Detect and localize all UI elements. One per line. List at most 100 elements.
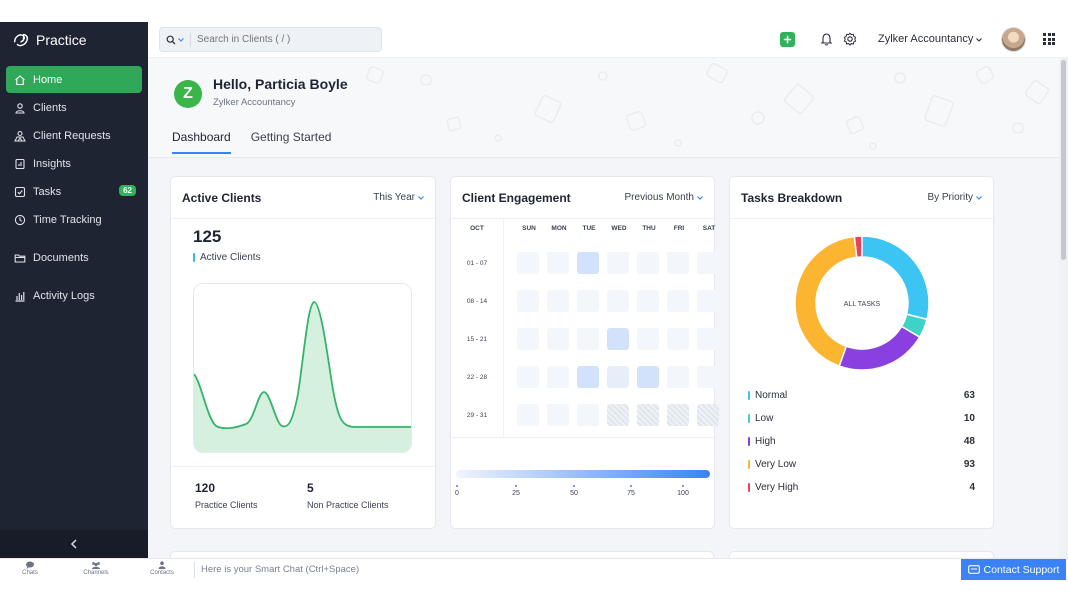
heatmap-cell[interactable] (697, 366, 719, 388)
contact-support-button[interactable]: Contact Support (961, 559, 1066, 580)
collapse-sidebar-button[interactable] (0, 530, 148, 558)
plus-icon (783, 35, 792, 44)
heatmap-cell[interactable] (607, 328, 629, 350)
user-icon (15, 103, 25, 114)
channels-button[interactable]: Channels (76, 561, 116, 576)
brand[interactable]: Practice (0, 22, 148, 58)
sidebar-item-label: Clients (33, 102, 67, 114)
sidebar-item-client-requests[interactable]: Client Requests (6, 123, 142, 149)
heatmap-cell[interactable] (517, 290, 539, 312)
heatmap-cell[interactable] (577, 366, 599, 388)
heatmap-cell[interactable] (577, 252, 599, 274)
search-input[interactable] (197, 34, 367, 45)
donut-slice[interactable] (794, 235, 858, 367)
sidebar-item-clients[interactable]: Clients (6, 95, 142, 121)
dropdown-value: This Year (373, 192, 415, 203)
heatmap-cell[interactable] (607, 290, 629, 312)
chevron-down-icon (976, 38, 983, 42)
heatmap-cell[interactable] (637, 290, 659, 312)
sidebar-item-insights[interactable]: Insights (6, 151, 142, 177)
donut-slice[interactable] (838, 325, 921, 371)
vertical-scrollbar[interactable] (1059, 58, 1068, 558)
user-avatar[interactable] (1001, 27, 1026, 52)
heatmap-cell[interactable] (517, 366, 539, 388)
legend-marker (748, 391, 750, 400)
heatmap-cell[interactable] (547, 366, 569, 388)
practice-clients-stat: 120 Practice Clients (195, 481, 258, 510)
donut-slice[interactable] (861, 235, 930, 321)
heatmap-cell[interactable] (637, 252, 659, 274)
active-clients-period-dropdown[interactable]: This Year (373, 192, 424, 203)
heatmap-cell[interactable] (547, 328, 569, 350)
heatmap-cell[interactable] (577, 404, 599, 426)
tab-dashboard[interactable]: Dashboard (172, 130, 231, 154)
heatmap-cell[interactable] (697, 328, 719, 350)
contacts-button[interactable]: Contacts (142, 561, 182, 576)
heatmap-cell[interactable] (517, 252, 539, 274)
heatmap-cell[interactable] (517, 328, 539, 350)
quick-create-button[interactable] (780, 32, 795, 47)
sidebar-item-tasks[interactable]: Tasks 62 (6, 179, 142, 205)
scrollbar-thumb[interactable] (1061, 60, 1066, 260)
heatmap-cell[interactable] (667, 366, 689, 388)
tasks-breakdown-card: Tasks Breakdown By Priority ALL TASKS No… (729, 176, 994, 529)
heatmap-cell[interactable] (517, 404, 539, 426)
tasks-grouping-dropdown[interactable]: By Priority (927, 192, 982, 203)
donut-slice[interactable] (900, 313, 928, 339)
tab-getting-started[interactable]: Getting Started (250, 130, 332, 144)
heatmap-cell[interactable] (697, 404, 719, 426)
legend-marker (748, 460, 750, 469)
search-bar (159, 27, 382, 52)
app-launcher-grid-icon[interactable] (1043, 33, 1055, 45)
insights-icon (15, 158, 25, 170)
legend-item-name: Low (748, 413, 773, 424)
active-clients-trend-chart (193, 283, 412, 453)
trend-line-chart (194, 301, 411, 452)
divider (194, 562, 195, 578)
legend-item[interactable]: Low 10 (748, 407, 975, 430)
checkbox-icon (14, 186, 26, 198)
legend-item-name: Normal (748, 390, 787, 401)
heatmap-cell[interactable] (667, 290, 689, 312)
heatmap-cell[interactable] (577, 328, 599, 350)
sidebar-item-home[interactable]: Home (6, 66, 142, 93)
lower-card (170, 551, 714, 558)
legend-item[interactable]: Very Low 93 (748, 453, 975, 476)
sidebar-item-time-tracking[interactable]: Time Tracking (6, 207, 142, 233)
legend-item[interactable]: High 48 (748, 430, 975, 453)
heatmap-day-label: SUN (522, 225, 536, 232)
scale-tick-label: 0 (447, 485, 467, 497)
organization-switcher[interactable]: Zylker Accountancy (878, 33, 983, 45)
heatmap-cell[interactable] (697, 290, 719, 312)
heatmap-cell[interactable] (637, 328, 659, 350)
engagement-period-dropdown[interactable]: Previous Month (625, 192, 703, 203)
sidebar-item-documents[interactable]: Documents (6, 245, 142, 271)
heatmap-cell[interactable] (667, 328, 689, 350)
settings-gear-icon[interactable] (843, 32, 857, 46)
heatmap-cell[interactable] (577, 290, 599, 312)
sidebar-item-activity-logs[interactable]: Activity Logs (6, 283, 142, 309)
heatmap-cell[interactable] (547, 290, 569, 312)
legend-item[interactable]: Very High 4 (748, 476, 975, 499)
heatmap-week-label: 08 - 14 (466, 298, 488, 305)
heatmap-cell[interactable] (637, 366, 659, 388)
chats-button[interactable]: Chats (10, 561, 50, 576)
legend-item[interactable]: Normal 63 (748, 384, 975, 407)
heatmap-cell[interactable] (607, 404, 629, 426)
heatmap-cell[interactable] (547, 252, 569, 274)
active-clients-card: Active Clients This Year 125 Active Clie… (170, 176, 436, 529)
smart-chat-input[interactable]: Here is your Smart Chat (Ctrl+Space) (201, 564, 360, 575)
heatmap-cell[interactable] (607, 252, 629, 274)
heatmap-cell[interactable] (637, 404, 659, 426)
legend-item-name: High (748, 436, 776, 447)
search-scope-dropdown[interactable] (160, 32, 191, 47)
heatmap-cell[interactable] (607, 366, 629, 388)
heatmap-week-label: 29 - 31 (466, 412, 488, 419)
heatmap-cell[interactable] (697, 252, 719, 274)
heatmap-cell[interactable] (667, 404, 689, 426)
heatmap-cell[interactable] (667, 252, 689, 274)
legend-label: Normal (755, 390, 788, 401)
heatmap-cell[interactable] (547, 404, 569, 426)
divider (503, 219, 504, 437)
notifications-bell-icon[interactable] (820, 32, 833, 46)
